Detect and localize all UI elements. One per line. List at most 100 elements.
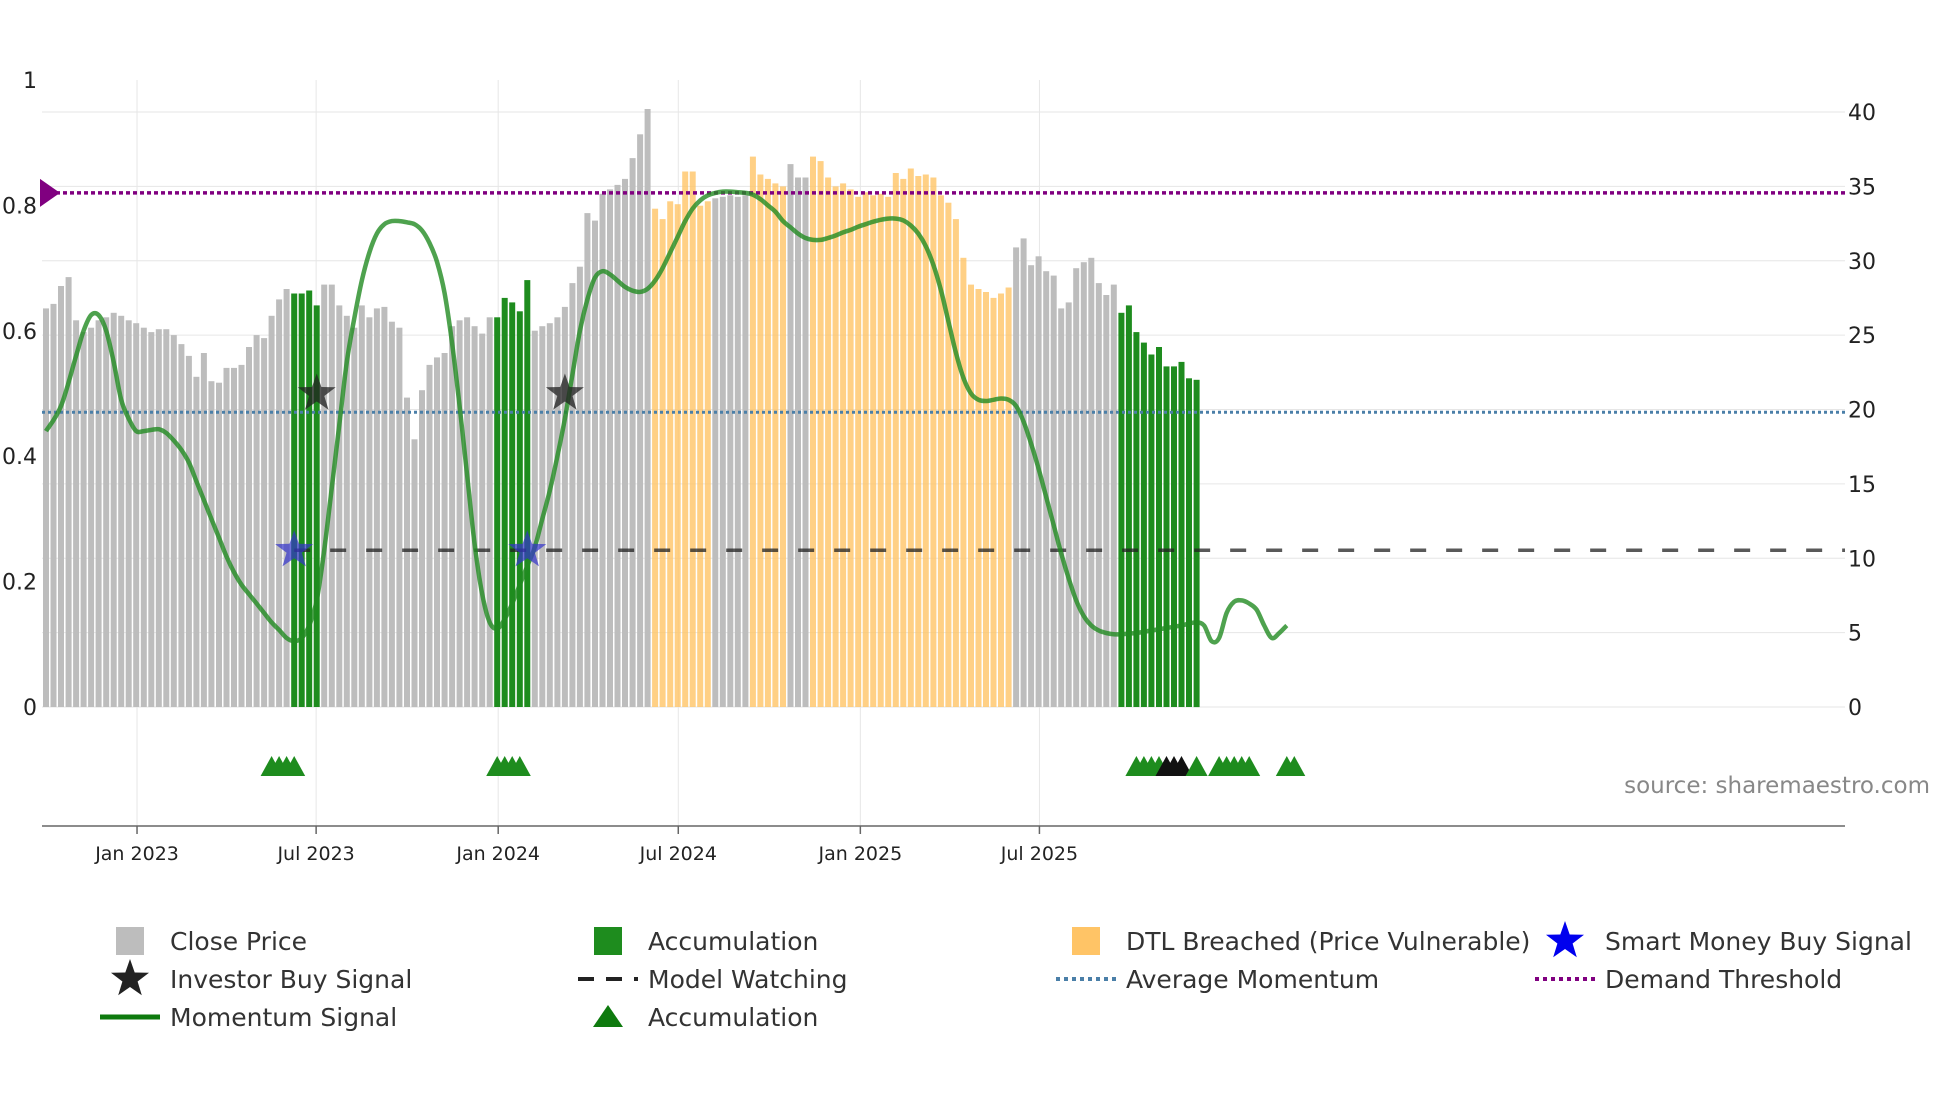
legend-item: Accumulation bbox=[593, 1003, 818, 1032]
bar-dtl-breached bbox=[900, 178, 907, 707]
bar-close-price bbox=[185, 355, 192, 707]
bar-close-price bbox=[479, 333, 486, 707]
bar-close-price bbox=[734, 196, 741, 708]
bar-accumulation bbox=[1148, 354, 1155, 707]
right-tick-label: 30 bbox=[1848, 250, 1876, 275]
bar-close-price bbox=[238, 364, 245, 707]
bar-close-price bbox=[200, 353, 207, 707]
bar-accumulation bbox=[291, 293, 298, 707]
legend-item: Smart Money Buy Signal bbox=[1546, 921, 1912, 958]
x-tick-label: Jan 2024 bbox=[455, 843, 540, 865]
bar-accumulation bbox=[1193, 379, 1200, 708]
bar-close-price bbox=[261, 338, 268, 707]
bar-accumulation bbox=[524, 280, 531, 707]
bar-accumulation bbox=[1133, 332, 1140, 707]
bar-dtl-breached bbox=[659, 219, 666, 707]
x-tick-label: Jul 2023 bbox=[276, 843, 354, 865]
bar-close-price bbox=[1095, 283, 1102, 707]
bar-close-price bbox=[592, 220, 598, 707]
legend-item: Close Price bbox=[116, 927, 307, 956]
bar-dtl-breached bbox=[915, 176, 922, 707]
legend-label: Accumulation bbox=[648, 1003, 818, 1032]
bar-close-price bbox=[584, 213, 591, 707]
legend-label: Investor Buy Signal bbox=[170, 965, 412, 994]
bar-dtl-breached bbox=[772, 183, 779, 707]
bar-close-price bbox=[441, 353, 448, 707]
bar-accumulation bbox=[1186, 378, 1192, 707]
bar-close-price bbox=[404, 397, 410, 707]
bar-accumulation bbox=[1163, 366, 1170, 707]
bar-close-price bbox=[614, 184, 621, 707]
bar-close-price bbox=[133, 323, 140, 707]
bar-dtl-breached bbox=[847, 189, 854, 707]
signal-markers bbox=[260, 373, 1306, 776]
left-tick-label: 1 bbox=[23, 69, 37, 94]
bar-close-price bbox=[644, 109, 651, 707]
right-tick-label: 5 bbox=[1848, 622, 1862, 647]
bar-close-price bbox=[712, 198, 719, 708]
bar-close-price bbox=[125, 320, 132, 708]
bar-dtl-breached bbox=[1005, 287, 1012, 707]
bar-dtl-breached bbox=[877, 193, 884, 708]
legend-square-icon bbox=[1072, 927, 1100, 955]
left-tick-label: 0.4 bbox=[2, 445, 37, 470]
bar-accumulation bbox=[494, 317, 501, 707]
bar-close-price bbox=[1065, 302, 1072, 707]
axes: Jan 2023 Jul 2023 Jan 2024 Jul 2024 Jan 2025… bbox=[2, 69, 1876, 865]
bar-accumulation bbox=[1178, 361, 1185, 707]
legend-item: Demand Threshold bbox=[1535, 965, 1842, 994]
bar-dtl-breached bbox=[862, 192, 869, 708]
bar-close-price bbox=[321, 284, 328, 707]
bar-close-price bbox=[73, 320, 80, 708]
bar-close-price bbox=[381, 306, 388, 707]
smart-money-buy-star-icon bbox=[275, 530, 314, 567]
bar-close-price bbox=[231, 367, 237, 707]
bar-accumulation bbox=[306, 290, 313, 707]
left-tick-label: 0.8 bbox=[2, 194, 37, 219]
bar-dtl-breached bbox=[840, 183, 847, 707]
bar-close-price bbox=[607, 189, 613, 707]
bar-close-price bbox=[569, 283, 576, 707]
x-tick-label: Jul 2025 bbox=[1000, 843, 1078, 865]
bar-close-price bbox=[366, 317, 373, 707]
legend-label: DTL Breached (Price Vulnerable) bbox=[1126, 927, 1530, 956]
bar-close-price bbox=[283, 289, 290, 707]
accumulation-triangle-icon bbox=[283, 756, 306, 776]
bar-close-price bbox=[336, 305, 343, 707]
legend-square-icon bbox=[594, 927, 622, 955]
accumulation-triangle-icon bbox=[1185, 756, 1208, 776]
legend-star-icon bbox=[111, 959, 149, 996]
signal-lines bbox=[40, 178, 1845, 645]
bar-dtl-breached bbox=[704, 201, 711, 708]
bar-close-price bbox=[1103, 295, 1110, 707]
bar-close-price bbox=[546, 323, 553, 707]
bar-dtl-breached bbox=[810, 156, 816, 708]
bar-dtl-breached bbox=[922, 174, 929, 707]
accumulation-triangle-icon bbox=[508, 756, 531, 776]
bar-close-price bbox=[795, 177, 801, 707]
bar-dtl-breached bbox=[870, 195, 877, 708]
legend-triangle-icon bbox=[593, 1005, 623, 1027]
legend-item: Model Watching bbox=[578, 965, 848, 994]
legend-item: Momentum Signal bbox=[100, 1003, 397, 1032]
bar-accumulation bbox=[313, 305, 320, 707]
bar-dtl-breached bbox=[825, 177, 832, 707]
bar-close-price bbox=[727, 195, 734, 708]
bar-close-price bbox=[246, 347, 252, 707]
bar-close-price bbox=[343, 315, 350, 707]
demand-threshold-marker bbox=[40, 178, 60, 207]
bar-close-price bbox=[103, 317, 110, 707]
bar-close-price bbox=[223, 367, 230, 707]
bar-close-price bbox=[531, 330, 538, 707]
bar-close-price bbox=[576, 266, 583, 707]
accumulation-triangle-icon bbox=[1238, 756, 1261, 776]
legend-item: Accumulation bbox=[594, 927, 818, 956]
smart-money-buy-star-icon bbox=[508, 530, 547, 567]
legend-label: Average Momentum bbox=[1126, 965, 1379, 994]
bar-close-price bbox=[1028, 265, 1035, 707]
bar-close-price bbox=[1050, 275, 1057, 707]
bar-close-price bbox=[276, 299, 283, 707]
bar-close-price bbox=[373, 308, 380, 707]
bar-close-price bbox=[118, 315, 125, 707]
bar-dtl-breached bbox=[855, 196, 862, 708]
